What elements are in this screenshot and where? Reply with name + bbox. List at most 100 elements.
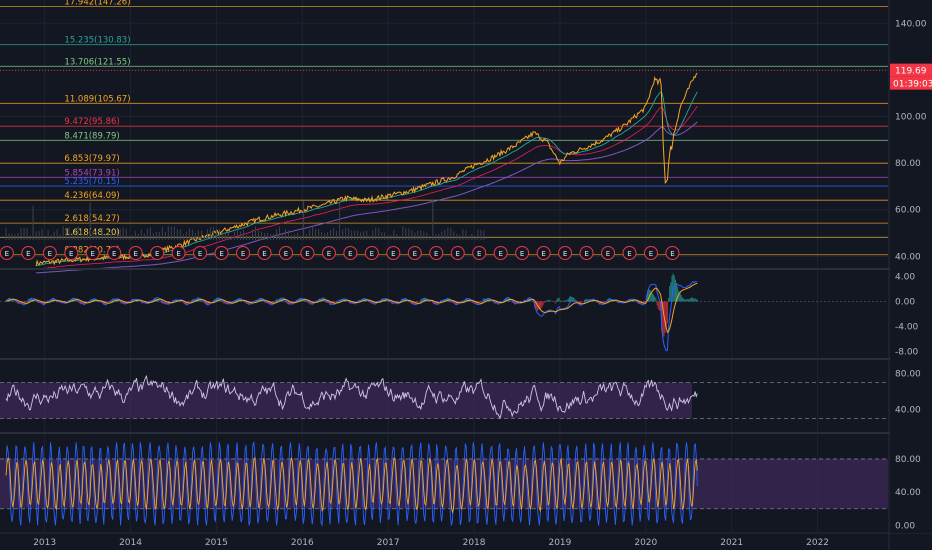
ema-mid-line xyxy=(36,105,698,270)
earnings-marker-label: E xyxy=(563,250,567,258)
earnings-marker-label: E xyxy=(348,250,352,258)
earnings-marker[interactable] xyxy=(128,246,143,260)
stoch-k-line xyxy=(5,441,698,527)
time-tick-label: 2018 xyxy=(463,538,486,548)
oscillator-tick-label: 4.00 xyxy=(895,272,915,282)
earnings-marker[interactable] xyxy=(64,246,79,260)
fib-level-label: 13.706(121.55) xyxy=(64,57,130,67)
earnings-marker[interactable] xyxy=(21,246,36,260)
price-panel[interactable]: 17.942(147.26) 15.235(130.83) 13.706(121.5… xyxy=(0,0,888,274)
ema-fast-line xyxy=(35,91,698,267)
earnings-marker[interactable] xyxy=(278,246,293,260)
earnings-marker-label: E xyxy=(627,250,631,258)
stoch-d-line xyxy=(5,456,698,514)
fib-level-label: 5.235(70.15) xyxy=(64,177,119,187)
fib-level-label: 9.472(95.86) xyxy=(64,117,119,127)
earnings-marker[interactable] xyxy=(536,246,551,260)
earnings-marker[interactable] xyxy=(665,246,680,260)
earnings-marker-label: E xyxy=(219,250,223,258)
earnings-marker[interactable] xyxy=(343,246,358,260)
oscillator-tick-label: -4.00 xyxy=(895,323,919,333)
time-tick-label: 2013 xyxy=(33,538,56,548)
last-price-label: 119.69 xyxy=(895,67,927,77)
rsi-panel[interactable] xyxy=(0,374,888,420)
time-tick-label: 2020 xyxy=(634,538,657,548)
earnings-marker[interactable] xyxy=(193,246,208,260)
price-tick-label: 60.00 xyxy=(895,206,921,216)
earnings-marker[interactable] xyxy=(321,246,336,260)
earnings-marker[interactable] xyxy=(558,246,573,260)
earnings-marker[interactable] xyxy=(429,246,444,260)
earnings-marker[interactable] xyxy=(171,246,186,260)
earnings-marker[interactable] xyxy=(472,246,487,260)
time-tick-label: 2016 xyxy=(291,538,314,548)
earnings-marker-label: E xyxy=(5,250,9,258)
fib-level-label: 17.942(147.26) xyxy=(64,0,130,7)
earnings-marker[interactable] xyxy=(579,246,594,260)
time-tick-label: 2014 xyxy=(119,538,142,548)
time-tick-label: 2022 xyxy=(806,538,829,548)
earnings-marker[interactable] xyxy=(236,246,251,260)
countdown-label: 01:39:03 xyxy=(893,80,932,90)
ema-slow-line xyxy=(36,121,698,274)
earnings-marker-label: E xyxy=(520,250,524,258)
earnings-marker[interactable] xyxy=(42,246,57,260)
earnings-marker[interactable] xyxy=(407,246,422,260)
earnings-marker[interactable] xyxy=(257,246,272,260)
time-tick-label: 2015 xyxy=(205,538,228,548)
price-line xyxy=(35,72,698,267)
price-tick-label: 140.00 xyxy=(895,19,927,29)
stochastic-panel[interactable] xyxy=(0,441,888,527)
fib-level-label: 11.089(105.67) xyxy=(64,94,130,104)
earnings-marker[interactable] xyxy=(150,246,165,260)
earnings-marker-label: E xyxy=(327,250,331,258)
earnings-marker[interactable] xyxy=(643,246,658,260)
time-tick-label: 2017 xyxy=(377,538,400,548)
oscillator-tick-label: -8.00 xyxy=(895,348,919,358)
price-tick-label: 40.00 xyxy=(895,252,921,262)
earnings-marker-label: E xyxy=(26,250,30,258)
stoch-tick-label: 80.00 xyxy=(895,455,921,465)
earnings-marker-label: E xyxy=(262,250,266,258)
earnings-marker-label: E xyxy=(133,250,137,258)
fib-level-label: 5.854(73.91) xyxy=(64,168,119,178)
price-scale[interactable]: 140.00120.00100.0080.0060.0040.004.000.0… xyxy=(890,0,932,533)
earnings-marker[interactable] xyxy=(364,246,379,260)
earnings-marker[interactable] xyxy=(622,246,637,260)
earnings-marker[interactable] xyxy=(493,246,508,260)
earnings-marker-label: E xyxy=(48,250,52,258)
oscillator-panel[interactable] xyxy=(0,273,888,352)
earnings-marker[interactable] xyxy=(214,246,229,260)
earnings-marker[interactable] xyxy=(386,246,401,260)
rsi-tick-label: 80.00 xyxy=(895,370,921,380)
earnings-marker-label: E xyxy=(69,250,73,258)
fib-level-label: 4.236(64.09) xyxy=(64,191,119,201)
countdown-badge[interactable] xyxy=(890,76,932,90)
earnings-marker-label: E xyxy=(434,250,438,258)
earnings-marker[interactable] xyxy=(107,246,122,260)
oscillator-tick-label: 0.00 xyxy=(895,297,915,307)
oscillator-main-line xyxy=(5,282,698,333)
last-price-badge[interactable] xyxy=(890,63,932,77)
earnings-marker-label: E xyxy=(477,250,481,258)
earnings-marker[interactable] xyxy=(0,246,14,260)
earnings-marker-label: E xyxy=(541,250,545,258)
earnings-marker-label: E xyxy=(670,250,674,258)
earnings-marker[interactable] xyxy=(515,246,530,260)
time-scale[interactable]: 2013 2014 2015 2016 2017 2018 2019 2020 2021 2022 xyxy=(33,538,829,548)
earnings-marker-label: E xyxy=(370,250,374,258)
earnings-marker[interactable] xyxy=(450,246,465,260)
fib-level-label: 2.618(54.27) xyxy=(64,214,119,224)
earnings-marker[interactable] xyxy=(300,246,315,260)
time-tick-label: 2021 xyxy=(720,538,743,548)
price-tick-label: 100.00 xyxy=(895,113,927,123)
earnings-marker-label: E xyxy=(606,250,610,258)
earnings-marker-label: E xyxy=(649,250,653,258)
earnings-marker[interactable] xyxy=(85,246,100,260)
fib-level-label: 1.618(48.20) xyxy=(64,228,119,238)
earnings-marker-label: E xyxy=(241,250,245,258)
earnings-marker[interactable] xyxy=(601,246,616,260)
